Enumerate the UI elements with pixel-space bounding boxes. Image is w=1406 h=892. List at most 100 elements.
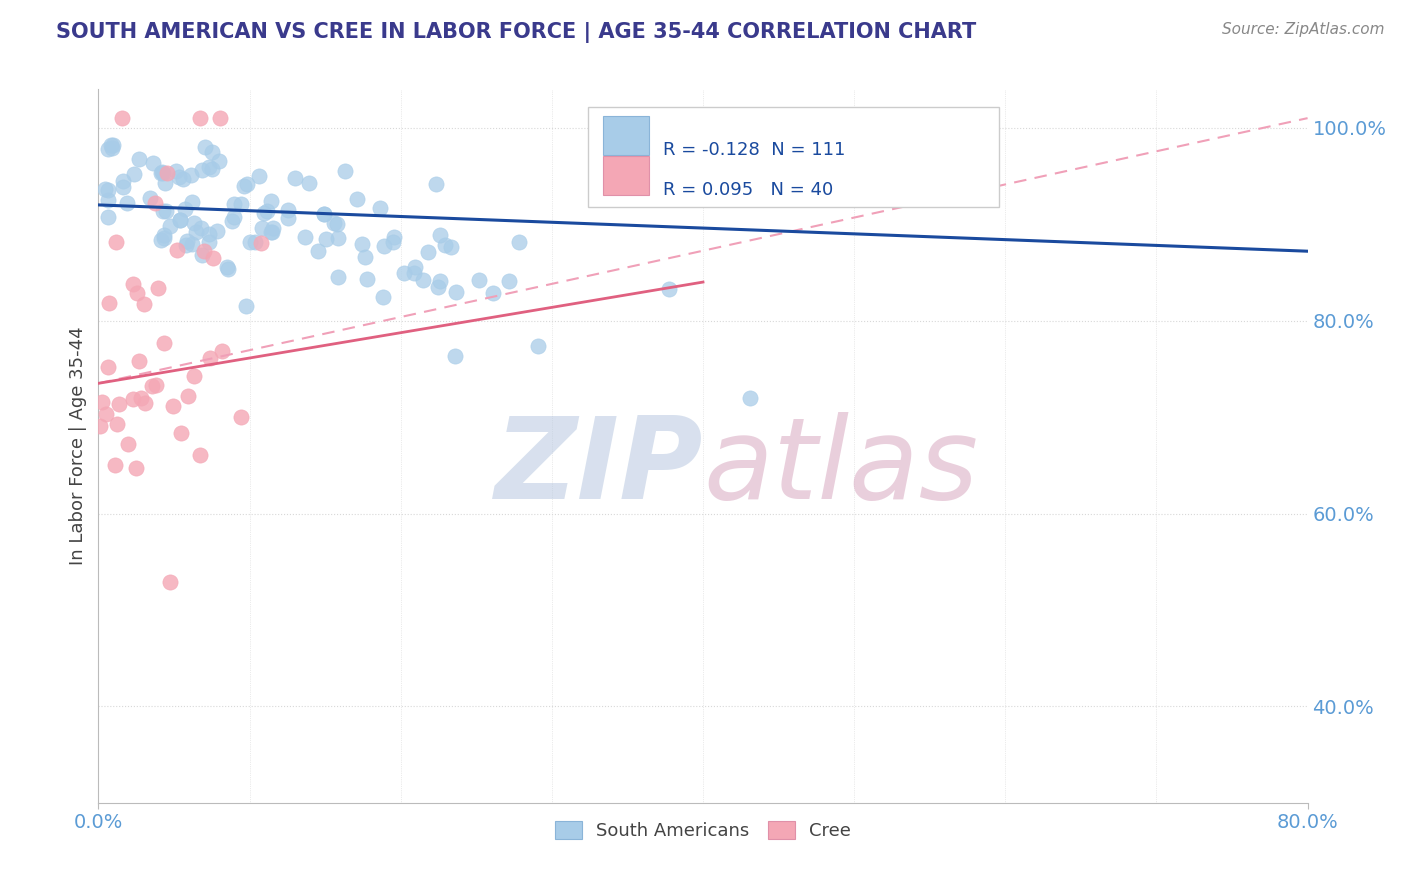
Point (429, 274, 451, 288)
Point (128, 152, 150, 166)
Point (94, 408, 117, 422)
Point (221, 214, 243, 228)
Point (181, 194, 204, 209)
Legend: South Americans, Cree: South Americans, Cree (548, 814, 858, 847)
Point (371, 290, 394, 304)
Point (105, 235, 128, 249)
Bar (603, 116, 648, 155)
Point (315, 232, 337, 246)
Point (153, 231, 176, 245)
Point (97, 193, 120, 207)
Text: atlas: atlas (703, 412, 979, 523)
Point (153, 176, 176, 190)
Point (224, 210, 246, 224)
Point (194, 140, 217, 154)
Text: Source: ZipAtlas.com: Source: ZipAtlas.com (1222, 22, 1385, 37)
Point (117, 196, 139, 211)
Point (198, 351, 221, 365)
Point (260, 194, 283, 209)
Point (111, 111, 134, 125)
Point (152, 336, 174, 351)
Point (180, 236, 202, 251)
Point (402, 266, 425, 280)
Point (165, 164, 187, 178)
Point (247, 169, 270, 184)
Point (284, 171, 307, 186)
Point (108, 396, 131, 410)
Point (124, 461, 146, 475)
Point (145, 377, 167, 392)
Point (350, 237, 373, 252)
Point (222, 196, 245, 211)
Point (166, 243, 188, 257)
Point (198, 227, 221, 242)
Point (277, 202, 299, 217)
Point (188, 111, 211, 125)
Point (153, 227, 176, 242)
Point (201, 145, 224, 159)
Point (141, 379, 163, 393)
Point (229, 196, 252, 211)
Point (508, 235, 530, 249)
Point (658, 282, 681, 296)
Point (103, 138, 125, 153)
Point (100, 137, 122, 152)
Point (412, 272, 434, 286)
Point (190, 448, 212, 462)
Point (498, 274, 520, 288)
Point (177, 389, 200, 403)
Point (134, 396, 156, 410)
Point (243, 235, 266, 249)
Point (112, 174, 135, 188)
Point (97, 360, 120, 375)
Point (356, 272, 378, 286)
Point (127, 285, 149, 300)
Point (98, 295, 121, 310)
Point (209, 111, 232, 125)
Point (323, 215, 346, 229)
Point (354, 251, 377, 265)
Point (260, 225, 283, 239)
Point (440, 240, 463, 254)
Point (191, 248, 214, 262)
Point (169, 212, 191, 227)
Point (152, 204, 174, 219)
Point (252, 221, 274, 235)
Point (159, 575, 181, 590)
Point (156, 166, 179, 180)
Point (384, 230, 406, 244)
Point (142, 156, 165, 170)
Point (211, 344, 233, 359)
Point (174, 202, 197, 216)
Point (104, 458, 127, 472)
Point (89, 419, 111, 434)
Point (176, 234, 198, 248)
Point (443, 349, 465, 363)
Point (97, 142, 120, 156)
Text: R = -0.128  N = 111: R = -0.128 N = 111 (664, 142, 845, 160)
Point (314, 207, 336, 221)
Point (217, 262, 239, 277)
Point (444, 285, 467, 299)
Point (205, 224, 228, 238)
Point (183, 215, 205, 229)
Point (150, 233, 173, 247)
Point (184, 226, 207, 240)
Point (97, 211, 120, 225)
Point (467, 273, 489, 287)
Point (294, 230, 316, 244)
Point (326, 230, 349, 244)
Point (167, 169, 190, 184)
Point (404, 260, 426, 275)
Point (190, 163, 212, 178)
Point (97, 182, 120, 196)
Point (150, 164, 173, 178)
Point (105, 417, 128, 431)
Point (368, 201, 391, 215)
Point (138, 191, 160, 205)
Point (373, 239, 395, 253)
Point (262, 221, 284, 235)
Point (121, 392, 143, 406)
Point (183, 368, 205, 383)
Point (146, 281, 169, 295)
